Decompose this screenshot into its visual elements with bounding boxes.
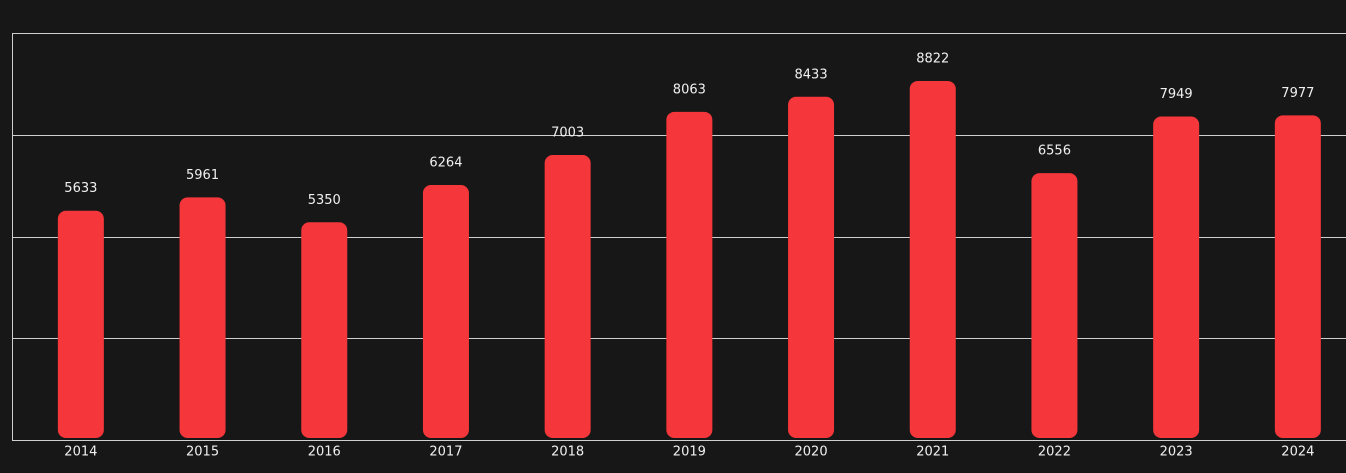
bar: [422, 185, 469, 438]
x-tick-label: 2014: [64, 445, 97, 460]
x-tick-label: 2019: [673, 445, 706, 460]
bar: [788, 96, 835, 438]
x-tick-label: 2018: [551, 445, 584, 460]
value-label: 8063: [673, 82, 706, 97]
value-label: 5961: [186, 168, 219, 183]
x-tick-label: 2024: [1281, 445, 1314, 460]
bar: [544, 154, 591, 438]
bar: [1153, 116, 1200, 438]
x-tick-label: 2022: [1038, 445, 1071, 460]
value-label: 5633: [64, 181, 97, 196]
x-tick-label: 2017: [429, 445, 462, 460]
bar: [1274, 115, 1321, 439]
value-label: 8433: [795, 67, 828, 82]
bar: [179, 197, 226, 438]
x-tick-label: 2020: [795, 445, 828, 460]
x-tick-label: 2015: [186, 445, 219, 460]
x-tick-label: 2016: [308, 445, 341, 460]
value-label: 7949: [1160, 87, 1193, 102]
value-label: 5350: [308, 193, 341, 208]
value-label: 6556: [1038, 144, 1071, 159]
bar: [909, 80, 956, 438]
bar: [666, 111, 713, 438]
bar: [301, 222, 348, 438]
bar: [57, 210, 104, 438]
bar: [1031, 173, 1078, 438]
value-label: 7977: [1281, 86, 1314, 101]
value-label: 8822: [916, 51, 949, 66]
x-tick-label: 2023: [1160, 445, 1193, 460]
value-label: 7003: [551, 125, 584, 140]
value-label: 6264: [429, 156, 462, 171]
x-tick-label: 2021: [916, 445, 949, 460]
